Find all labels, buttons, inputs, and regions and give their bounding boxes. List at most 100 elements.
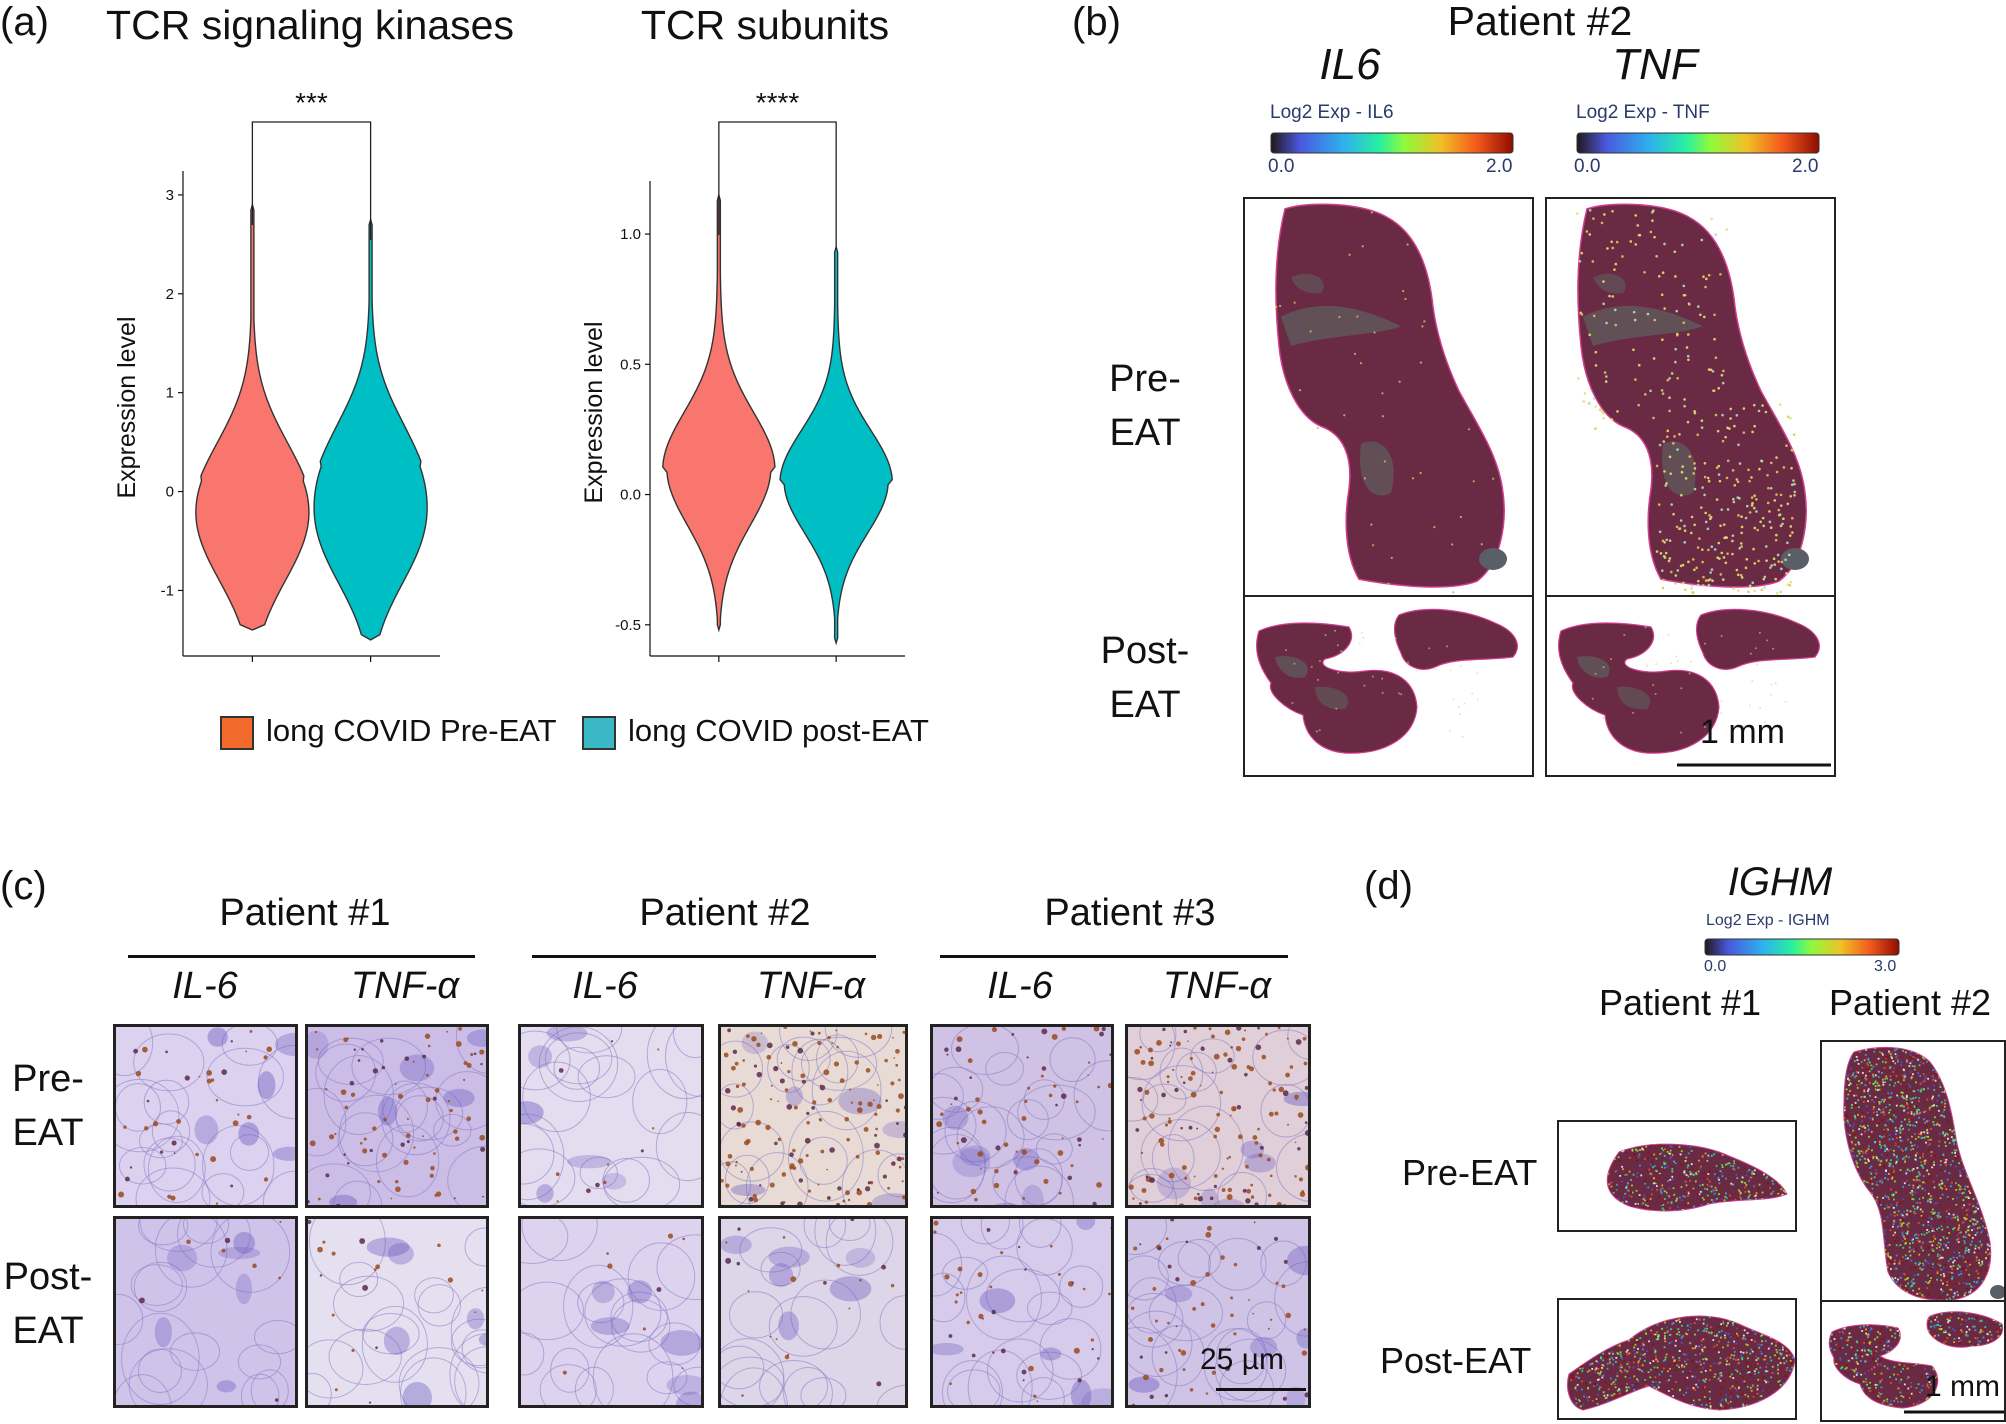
tissue-section xyxy=(1575,203,1809,595)
y-tick-label: 3 xyxy=(166,187,174,204)
y-tick-label: -0.5 xyxy=(615,617,641,634)
panel-b-row-pre: Pre- EAT xyxy=(1109,358,1181,454)
ish-micrograph xyxy=(1125,1024,1311,1208)
il6-colorbar-title: Log2 Exp - IL6 xyxy=(1270,102,1394,123)
violin-long-covid-post-eat xyxy=(779,244,893,646)
panel-c-row-pre: Pre- EAT xyxy=(12,1058,84,1154)
legend-pre-swatch xyxy=(220,716,254,750)
ighm-colorbar-title: Log2 Exp - IGHM xyxy=(1706,912,1830,929)
c-p2-tnf: TNF-α xyxy=(756,965,866,1007)
tnf-colorbar xyxy=(1576,132,1820,154)
panel-c-scale-bar xyxy=(1216,1388,1306,1391)
significance-stars: *** xyxy=(295,87,328,118)
tissue-section xyxy=(1256,608,1518,754)
tissue-section xyxy=(1275,203,1507,594)
y-tick-label: 0.0 xyxy=(620,487,641,504)
c-patient2: Patient #2 xyxy=(639,892,811,934)
ish-micrograph xyxy=(113,1024,298,1208)
d-patient2: Patient #2 xyxy=(1828,982,1992,1023)
panel-b-row-post: Post- EAT xyxy=(1100,630,1190,726)
panel-b-col-tnf: TNF xyxy=(1612,40,1698,89)
violin-long-covid-post-eat xyxy=(313,217,428,641)
ighm-colorbar-max: 3.0 xyxy=(1874,958,1897,975)
il6-colorbar-min: 0.0 xyxy=(1268,156,1295,177)
panel-d-title: IGHM xyxy=(1727,860,1833,904)
legend-post-swatch xyxy=(582,716,616,750)
y-axis-label: Expression level xyxy=(580,321,608,503)
d-p2-post-tissue xyxy=(1820,1300,2006,1422)
y-tick-label: -1 xyxy=(161,582,174,599)
legend-post-label: long COVID post-EAT xyxy=(628,713,929,748)
tissue-shape xyxy=(1275,203,1505,588)
ish-micrograph xyxy=(113,1216,298,1408)
ighm-colorbar-min: 0.0 xyxy=(1704,958,1727,975)
c-patient3-rule xyxy=(940,955,1288,958)
panel-c-label: (c) xyxy=(0,864,47,908)
il6-pre-tissue xyxy=(1243,197,1534,597)
tissue-shape xyxy=(1577,203,1807,588)
d-row-pre: Pre-EAT xyxy=(1402,1152,1538,1193)
ish-micrograph xyxy=(930,1024,1114,1208)
ish-micrograph xyxy=(305,1216,489,1408)
panel-d-label: (d) xyxy=(1364,864,1413,908)
y-tick-label: 1.0 xyxy=(620,226,641,243)
d-patient1: Patient #1 xyxy=(1598,982,1762,1023)
c-patient3: Patient #3 xyxy=(1044,892,1216,934)
violin-charts: -1 0 1 2 3 Expression level *** -0.5 0.0 0.5 1.0 E… xyxy=(113,87,905,662)
tnf-pre-tissue xyxy=(1545,197,1836,597)
tnf-post-tissue xyxy=(1545,595,1836,777)
ish-micrograph xyxy=(930,1216,1114,1408)
tissue-section xyxy=(1558,608,1820,754)
y-tick-label: 0 xyxy=(166,484,174,501)
violin-long-covid-pre-eat xyxy=(195,202,310,631)
tnf-colorbar-min: 0.0 xyxy=(1574,156,1601,177)
c-patient2-rule xyxy=(532,955,876,958)
ish-micrograph xyxy=(518,1216,704,1408)
legend-pre-label: long COVID Pre-EAT xyxy=(266,713,557,748)
panel-b-label: (b) xyxy=(1072,0,1121,44)
tissue-shape xyxy=(1256,622,1418,754)
tissue-shape xyxy=(1393,608,1518,670)
significance-bracket xyxy=(718,121,837,250)
panel-d-scale-label: 1 mm xyxy=(1925,1370,2000,1403)
tnf-colorbar-title: Log2 Exp - TNF xyxy=(1576,102,1710,123)
d-row-post: Post-EAT xyxy=(1380,1340,1532,1381)
c-p1-il6: IL-6 xyxy=(172,965,238,1007)
c-p2-il6: IL-6 xyxy=(572,965,638,1007)
panel-b-title: Patient #2 xyxy=(1447,0,1633,44)
tnf-colorbar-max: 2.0 xyxy=(1792,156,1819,177)
chart1-title: TCR signaling kinases xyxy=(106,2,514,48)
panel-b-scale-label: 1 mm xyxy=(1700,713,1785,751)
y-axis-label: Expression level xyxy=(113,316,141,498)
chart2-title: TCR subunits xyxy=(640,2,890,48)
ish-micrograph xyxy=(718,1024,908,1208)
c-p3-il6: IL-6 xyxy=(987,965,1053,1007)
ighm-colorbar xyxy=(1704,938,1900,956)
ish-micrograph xyxy=(1125,1216,1311,1408)
tissue-shape xyxy=(1695,608,1820,670)
c-p1-tnf: TNF-α xyxy=(350,965,460,1007)
ish-micrograph xyxy=(518,1024,704,1208)
il6-colorbar-max: 2.0 xyxy=(1486,156,1513,177)
il6-post-tissue xyxy=(1243,595,1534,777)
c-patient1-rule xyxy=(128,955,475,958)
d-p2-pre-tissue xyxy=(1820,1040,2006,1302)
il6-colorbar xyxy=(1270,132,1514,154)
significance-stars: **** xyxy=(756,87,800,118)
significance-bracket xyxy=(251,121,372,240)
panel-b-col-il6: IL6 xyxy=(1319,40,1381,89)
d-p1-post-tissue xyxy=(1557,1298,1797,1420)
c-p3-tnf: TNF-α xyxy=(1162,965,1272,1007)
d-p1-pre-tissue xyxy=(1557,1120,1797,1232)
y-tick-label: 2 xyxy=(166,286,174,303)
y-tick-label: 0.5 xyxy=(620,356,641,373)
violin-long-covid-pre-eat xyxy=(662,192,776,633)
ish-micrograph xyxy=(305,1024,489,1208)
y-tick-label: 1 xyxy=(166,385,174,402)
tissue-shape xyxy=(1558,622,1720,754)
panel-a-label: (a) xyxy=(0,0,49,44)
c-patient1: Patient #1 xyxy=(219,892,391,934)
panel-c-scale-label: 25 µm xyxy=(1200,1343,1284,1376)
ish-micrograph xyxy=(718,1216,908,1408)
panel-c-row-post: Post- EAT xyxy=(3,1256,93,1352)
